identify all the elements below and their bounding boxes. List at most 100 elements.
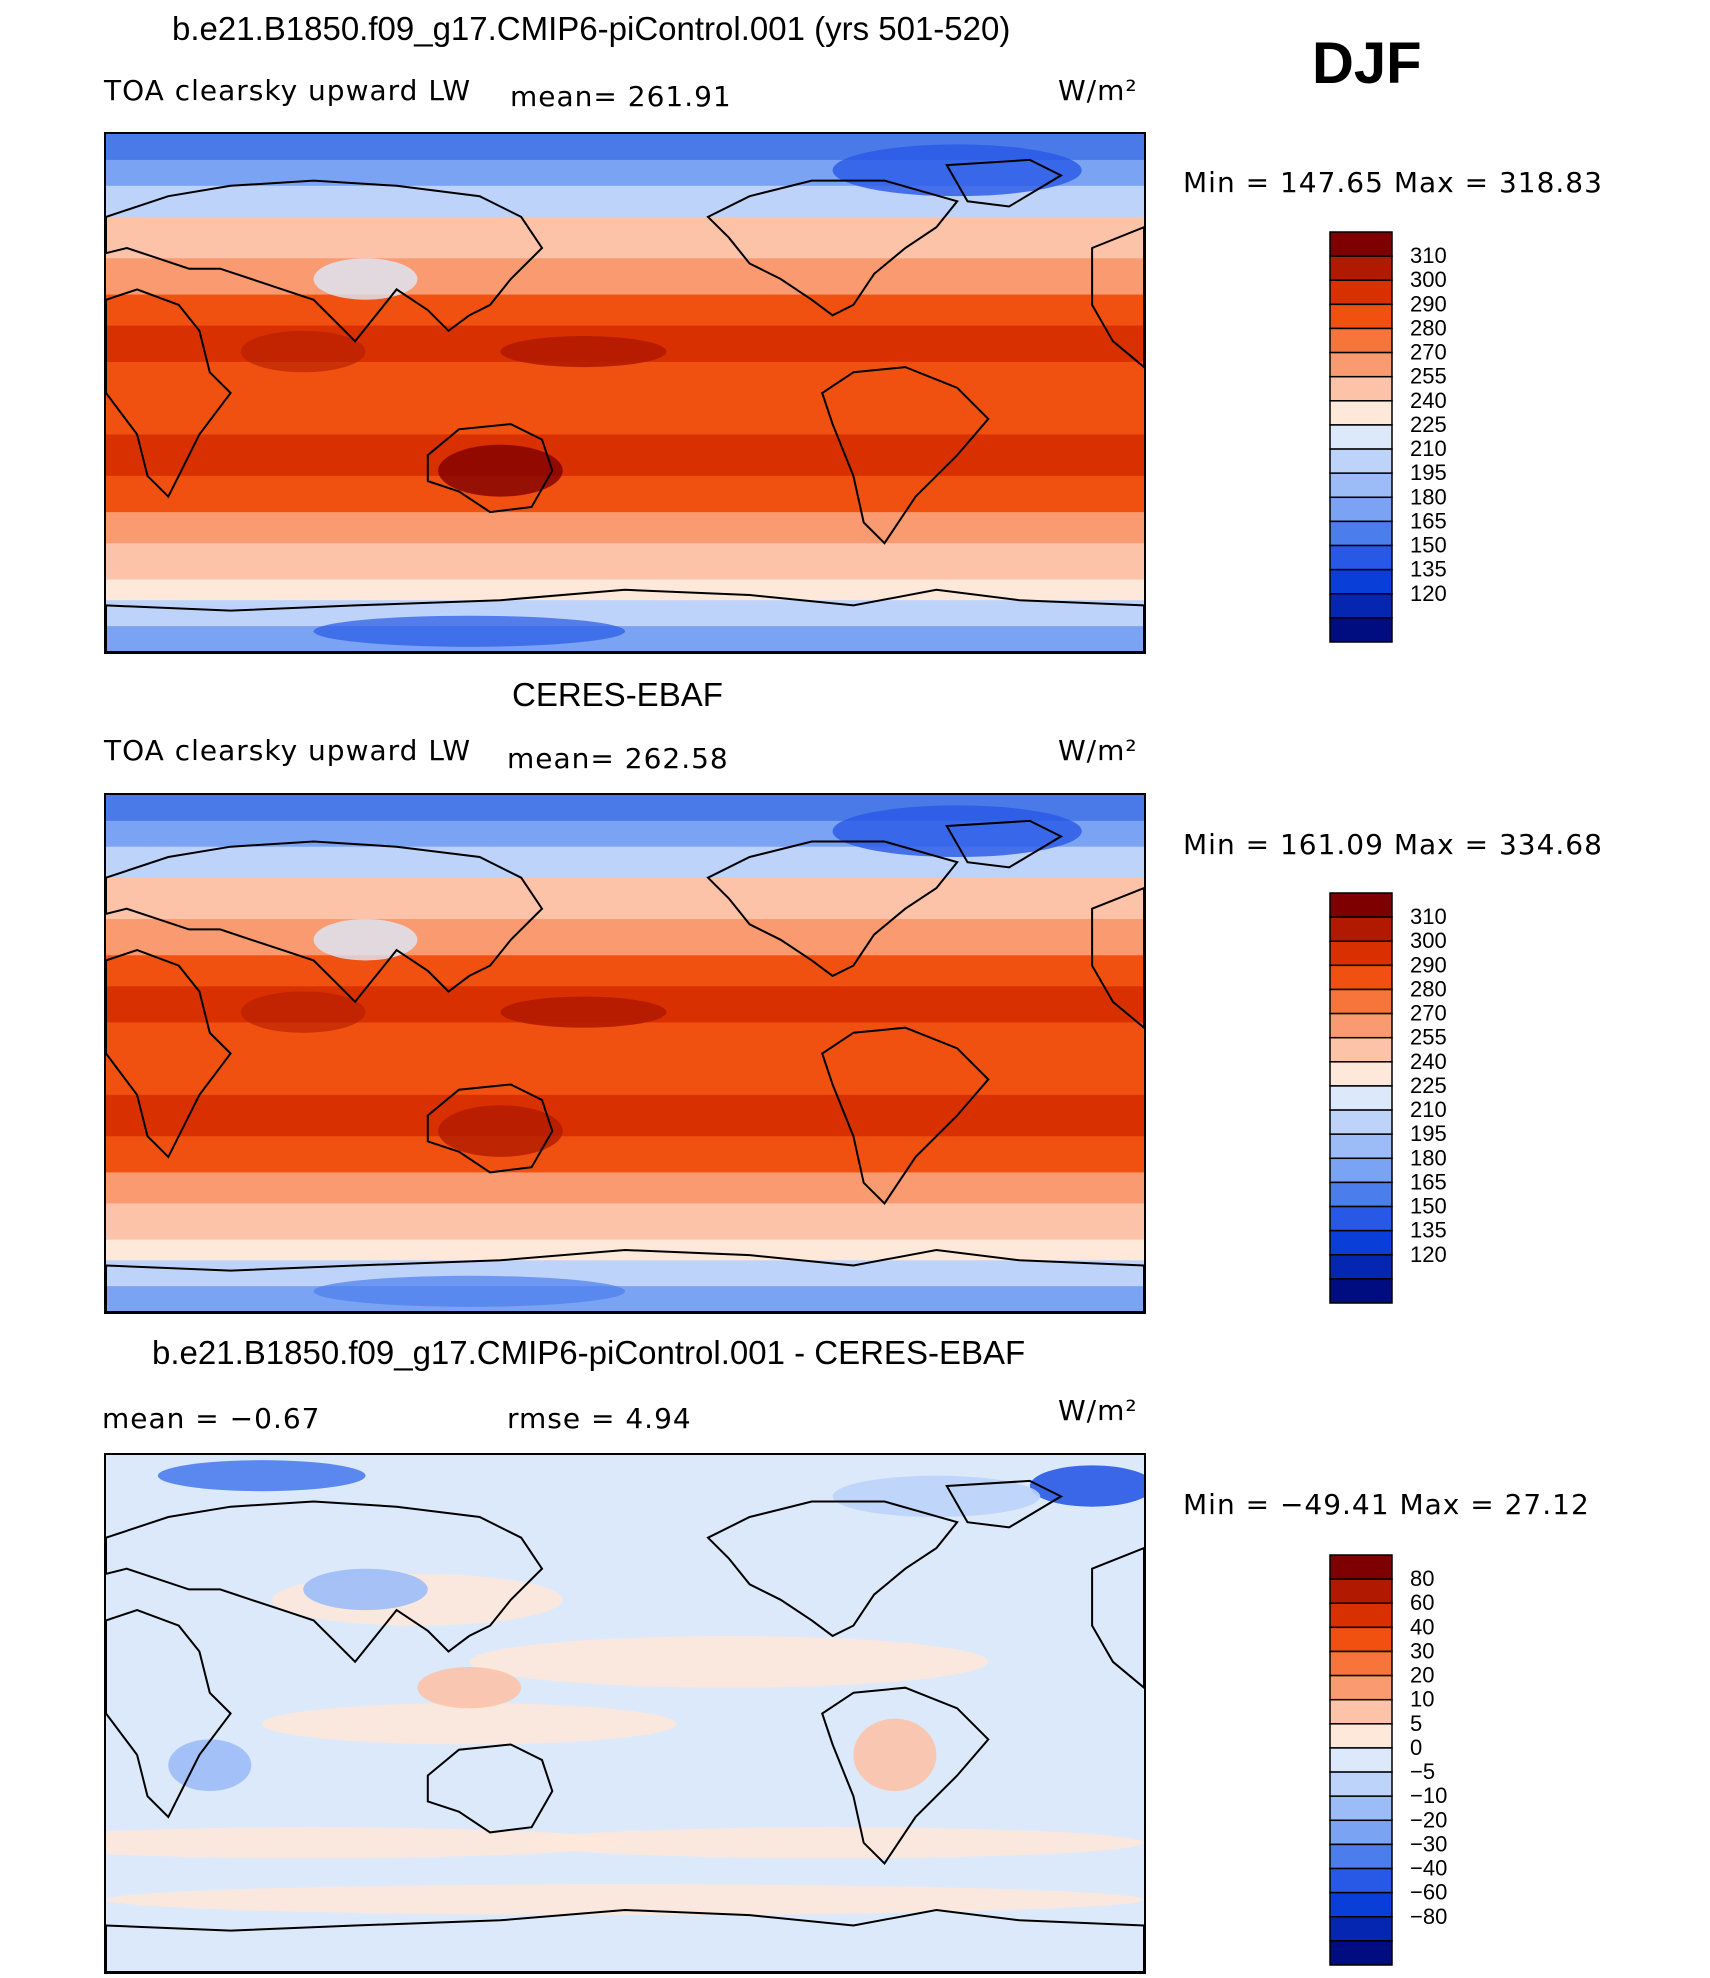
panel-2-title: CERES-EBAF bbox=[512, 676, 723, 713]
panel-2-colorbar-swatch bbox=[1329, 1012, 1393, 1039]
panel-2-colorbar-tick-label: 240 bbox=[1410, 1049, 1447, 1074]
panel-2-colorbar-swatch bbox=[1329, 964, 1393, 991]
panel-2-mean: mean= 262.58 bbox=[507, 742, 729, 775]
panel-2-colorbar-tick-label: 255 bbox=[1410, 1025, 1447, 1050]
panel-2-colorbar-tick-label: 180 bbox=[1410, 1145, 1447, 1170]
panel-2-colorbar-swatch bbox=[1329, 1109, 1393, 1135]
panel-1-colorbar-swatch bbox=[1329, 400, 1393, 426]
panel-3-colorbar-tick-label: −80 bbox=[1410, 1904, 1447, 1929]
panel-1-colorbar-swatch bbox=[1329, 279, 1393, 306]
panel-1-colorbar-swatch bbox=[1329, 568, 1393, 595]
panel-2-colorbar-swatch bbox=[1329, 1229, 1393, 1256]
panel-3-colorbar-tick-label: 10 bbox=[1410, 1687, 1434, 1712]
panel-1-colorbar-swatch bbox=[1329, 231, 1393, 257]
panel-1-colorbar-swatch bbox=[1329, 496, 1393, 523]
panel-1-colorbar-tick-label: 280 bbox=[1410, 315, 1447, 340]
panel-3-colorbar-tick-label: −30 bbox=[1410, 1831, 1447, 1856]
panel-1-colorbar-tick-label: 255 bbox=[1410, 364, 1447, 389]
panel-3-colorbar-swatch bbox=[1329, 1674, 1393, 1701]
panel-2-colorbar-swatch bbox=[1329, 1061, 1393, 1087]
panel-3-colorbar-swatch bbox=[1329, 1916, 1393, 1942]
panel-2-colorbar-swatch bbox=[1329, 1205, 1393, 1232]
panel-2-colorbar-tick-label: 300 bbox=[1410, 928, 1447, 953]
panel-2-colorbar-tick-label: 210 bbox=[1410, 1097, 1447, 1122]
panel-3-rmse: rmse = 4.94 bbox=[507, 1402, 692, 1435]
panel-2-colorbar-tick-label: 270 bbox=[1410, 1001, 1447, 1026]
panel-3-colorbar-swatch bbox=[1329, 1650, 1393, 1677]
panel-1-colorbar-swatch bbox=[1329, 303, 1393, 330]
panel-3-colorbar-tick-label: 60 bbox=[1410, 1590, 1434, 1615]
panel-2-min-max: Min = 161.09 Max = 334.68 bbox=[1183, 828, 1603, 861]
season-label: DJF bbox=[1312, 31, 1422, 96]
panel-2-colorbar-tick-label: 165 bbox=[1410, 1169, 1447, 1194]
panel-2-colorbar-tick-label: 225 bbox=[1410, 1073, 1447, 1098]
panel-1-colorbar-swatch bbox=[1329, 375, 1393, 402]
panel-3-colorbar-swatch bbox=[1329, 1795, 1393, 1822]
panel-3-colorbar-tick-label: 0 bbox=[1410, 1735, 1422, 1760]
panel-1-colorbar-tick-label: 165 bbox=[1410, 508, 1447, 533]
panel-2-colorbar-tick-label: 310 bbox=[1410, 904, 1447, 929]
panel-3-colorbar-tick-label: 30 bbox=[1410, 1638, 1434, 1663]
panel-1-colorbar-swatch bbox=[1329, 327, 1393, 354]
panel-1-min-max: Min = 147.65 Max = 318.83 bbox=[1183, 166, 1603, 199]
panel-3-colorbar-swatch bbox=[1329, 1819, 1393, 1846]
panel-2-colorbar-swatch bbox=[1329, 892, 1393, 918]
panel-3-mean: mean = −0.67 bbox=[102, 1402, 321, 1435]
panel-2-colorbar: 310 300 290 280 270 255 240 225 210 195 180 165 150 1… bbox=[1329, 892, 1447, 1304]
panel-2-colorbar-tick-label: 135 bbox=[1410, 1218, 1447, 1243]
panel-2-units: W/m² bbox=[1058, 734, 1138, 767]
panel-2-colorbar-swatch bbox=[1329, 1085, 1393, 1111]
panel-2-colorbar-swatch bbox=[1329, 988, 1393, 1015]
panel-2-colorbar-swatch bbox=[1329, 1181, 1393, 1208]
panel-2-colorbar-swatch bbox=[1329, 1278, 1393, 1304]
panel-2-colorbar-swatch bbox=[1329, 1036, 1393, 1063]
panel-2-variable: TOA clearsky upward LW bbox=[104, 734, 472, 767]
panel-2-colorbar-swatch bbox=[1329, 916, 1393, 942]
panel-1-colorbar-tick-label: 195 bbox=[1410, 460, 1447, 485]
panel-1-colorbar-swatch bbox=[1329, 617, 1393, 643]
panel-2-map bbox=[104, 793, 1146, 1314]
panel-1-colorbar-tick-label: 225 bbox=[1410, 412, 1447, 437]
panel-3-units: W/m² bbox=[1058, 1394, 1138, 1427]
panel-2-colorbar-tick-label: 290 bbox=[1410, 952, 1447, 977]
panel-1-colorbar-tick-label: 180 bbox=[1410, 484, 1447, 509]
panel-2-colorbar-tick-label: 150 bbox=[1410, 1194, 1447, 1219]
panel-2-colorbar-swatch bbox=[1329, 940, 1393, 967]
panel-3-colorbar-tick-label: −20 bbox=[1410, 1807, 1447, 1832]
panel-1-colorbar-swatch bbox=[1329, 424, 1393, 450]
panel-3-colorbar-tick-label: −10 bbox=[1410, 1783, 1447, 1808]
panel-2-colorbar-tick-label: 280 bbox=[1410, 976, 1447, 1001]
panel-3-colorbar-swatch bbox=[1329, 1891, 1393, 1918]
panel-1-colorbar-swatch bbox=[1329, 472, 1393, 499]
panel-1-colorbar-tick-label: 210 bbox=[1410, 436, 1447, 461]
panel-2-colorbar-swatch bbox=[1329, 1254, 1393, 1280]
panel-1-colorbar-tick-label: 135 bbox=[1410, 557, 1447, 582]
panel-1-colorbar-tick-label: 300 bbox=[1410, 267, 1447, 292]
panel-3-colorbar-swatch bbox=[1329, 1867, 1393, 1894]
panel-3-map bbox=[104, 1453, 1146, 1974]
panel-3-colorbar-swatch bbox=[1329, 1723, 1393, 1749]
panel-3-colorbar-tick-label: −5 bbox=[1410, 1759, 1435, 1784]
panel-1-colorbar-swatch bbox=[1329, 544, 1393, 571]
panel-3-colorbar-swatch bbox=[1329, 1843, 1393, 1870]
panel-1-colorbar-tick-label: 290 bbox=[1410, 291, 1447, 316]
panel-1-map bbox=[104, 132, 1146, 654]
panel-3-colorbar-swatch bbox=[1329, 1698, 1393, 1725]
panel-3-colorbar-swatch bbox=[1329, 1771, 1393, 1797]
panel-3-colorbar-tick-label: 20 bbox=[1410, 1663, 1434, 1688]
panel-1-colorbar-tick-label: 240 bbox=[1410, 388, 1447, 413]
panel-1-colorbar-tick-label: 270 bbox=[1410, 340, 1447, 365]
panel-1-colorbar-swatch bbox=[1329, 448, 1393, 474]
panel-1-units: W/m² bbox=[1058, 74, 1138, 107]
panel-3-colorbar-tick-label: 5 bbox=[1410, 1711, 1422, 1736]
panel-3-colorbar-swatch bbox=[1329, 1578, 1393, 1604]
panel-3-colorbar-tick-label: −60 bbox=[1410, 1880, 1447, 1905]
panel-3-min-max: Min = −49.41 Max = 27.12 bbox=[1183, 1488, 1590, 1521]
panel-3-colorbar-tick-label: 80 bbox=[1410, 1566, 1434, 1591]
panel-1-colorbar: 310 300 290 280 270 255 240 225 210 195 180 165 150 1… bbox=[1329, 231, 1447, 643]
panel-1-variable: TOA clearsky upward LW bbox=[104, 74, 472, 107]
panel-3-title: b.e21.B1850.f09_g17.CMIP6-piControl.001 … bbox=[152, 1334, 1026, 1371]
panel-2-colorbar-swatch bbox=[1329, 1133, 1393, 1160]
panel-2-colorbar-tick-label: 195 bbox=[1410, 1121, 1447, 1146]
panel-1-colorbar-swatch bbox=[1329, 520, 1393, 547]
